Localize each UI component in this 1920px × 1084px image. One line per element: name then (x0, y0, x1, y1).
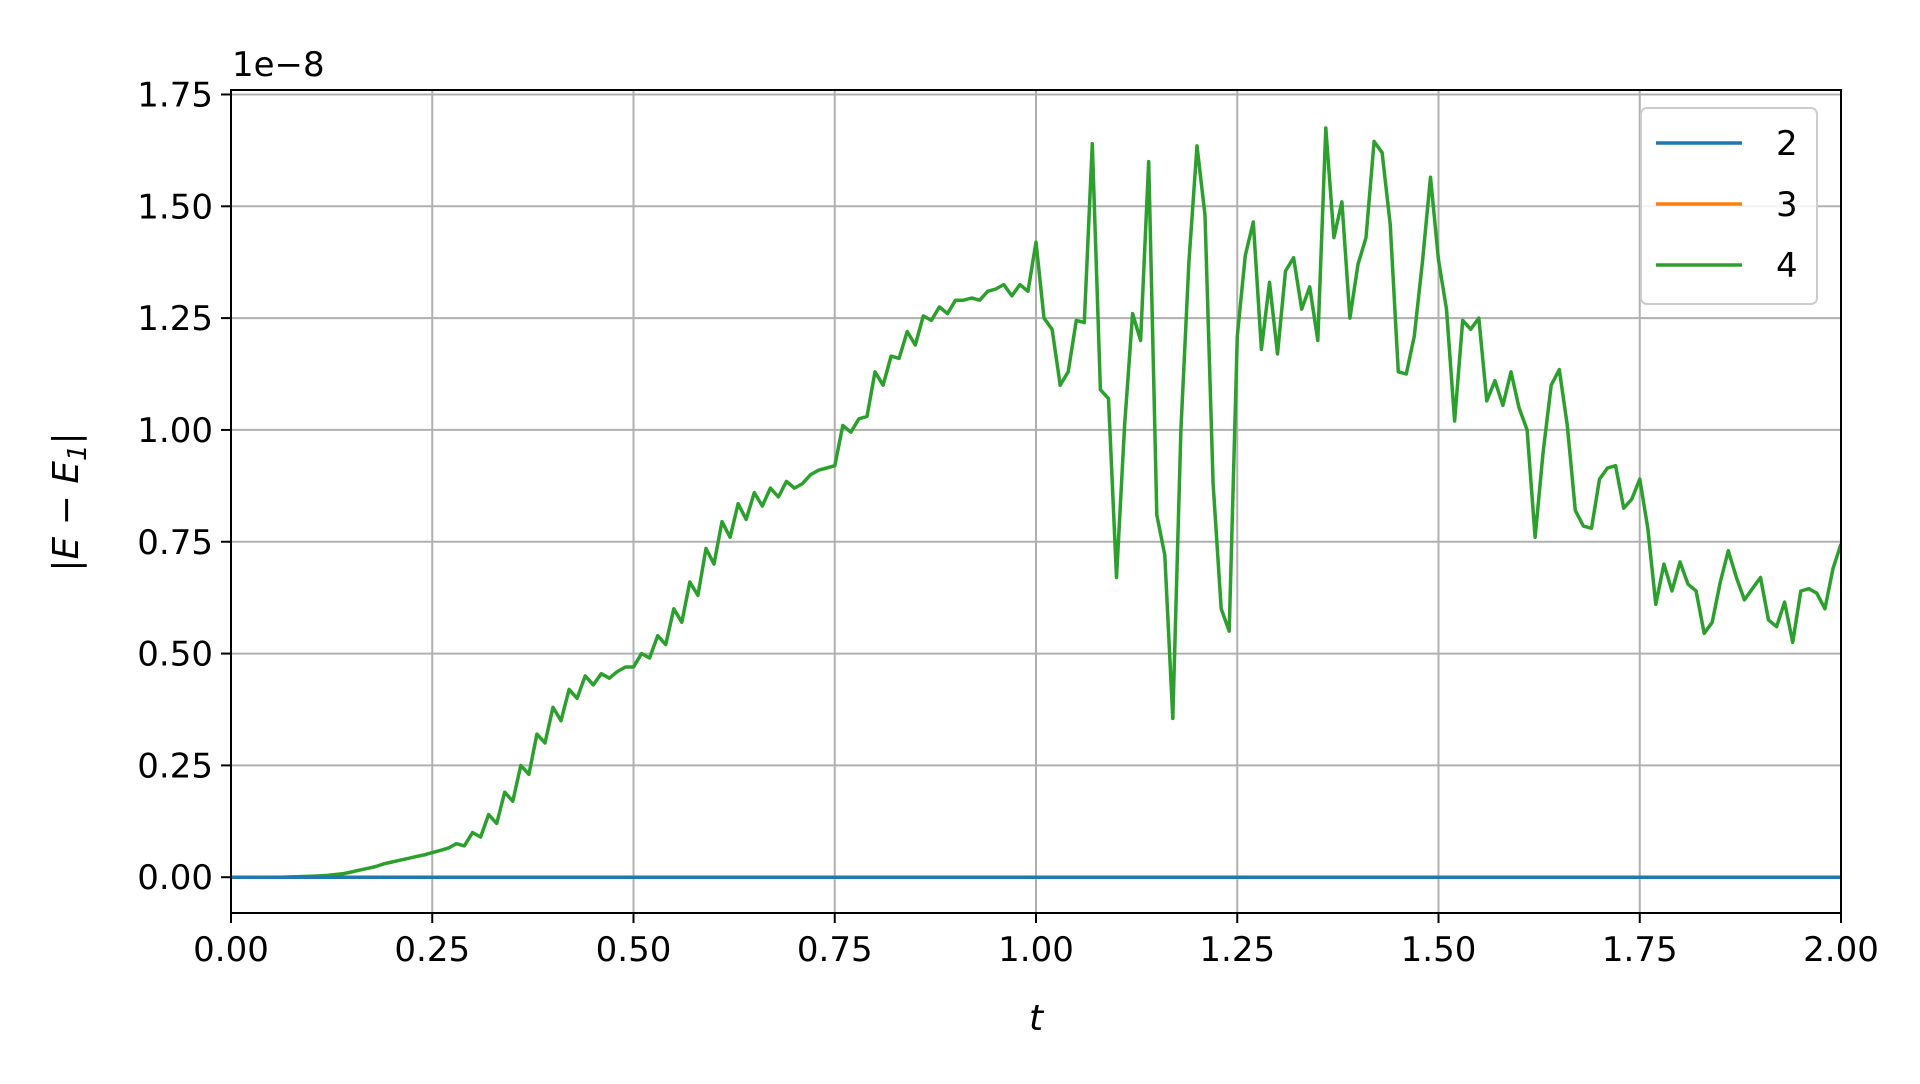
x-tick-label: 0.00 (193, 930, 269, 970)
y-tick-label: 1.00 (137, 411, 213, 451)
x-tick-label: 2.00 (1803, 930, 1879, 970)
x-tick-label: 0.25 (394, 930, 470, 970)
x-axis-label: t (1029, 998, 1045, 1039)
y-tick-label: 0.00 (137, 858, 213, 898)
legend-label-2: 2 (1776, 124, 1798, 164)
x-tick-label: 1.25 (1199, 930, 1275, 970)
y-tick-label: 1.75 (137, 75, 213, 115)
legend: 2 3 4 (1640, 107, 1818, 305)
y-axis-label-base: |E − E (46, 461, 87, 572)
x-tick-label: 1.00 (998, 930, 1074, 970)
grid-lines (230, 90, 1842, 913)
x-tick-label: 0.50 (596, 930, 672, 970)
legend-label-3: 3 (1776, 185, 1798, 225)
y-tick-label: 1.50 (137, 187, 213, 227)
x-tick-label: 0.75 (797, 930, 873, 970)
legend-label-4: 4 (1776, 246, 1798, 286)
y-tick-label: 0.25 (137, 746, 213, 786)
axis-ticks: 0.00 0.25 0.50 0.75 1.00 1.25 1.50 1.75 2.00 0.00… (137, 75, 1879, 970)
series-line-4 (231, 126, 1841, 879)
legend-items: 2 3 4 (1656, 124, 1798, 286)
y-axis-label-sub: 1 (63, 444, 93, 461)
y-tick-label: 0.50 (137, 635, 213, 675)
y-offset-text: 1e−8 (232, 45, 325, 85)
x-tick-label: 1.50 (1401, 930, 1477, 970)
y-tick-label: 0.75 (137, 523, 213, 563)
y-axis-label-tail: | (46, 432, 87, 444)
series-lines (231, 126, 1841, 879)
y-axis-label: |E − E1| (46, 432, 93, 571)
legend-box (1640, 107, 1818, 305)
y-tick-label: 1.25 (137, 299, 213, 339)
x-tick-label: 1.75 (1602, 930, 1678, 970)
